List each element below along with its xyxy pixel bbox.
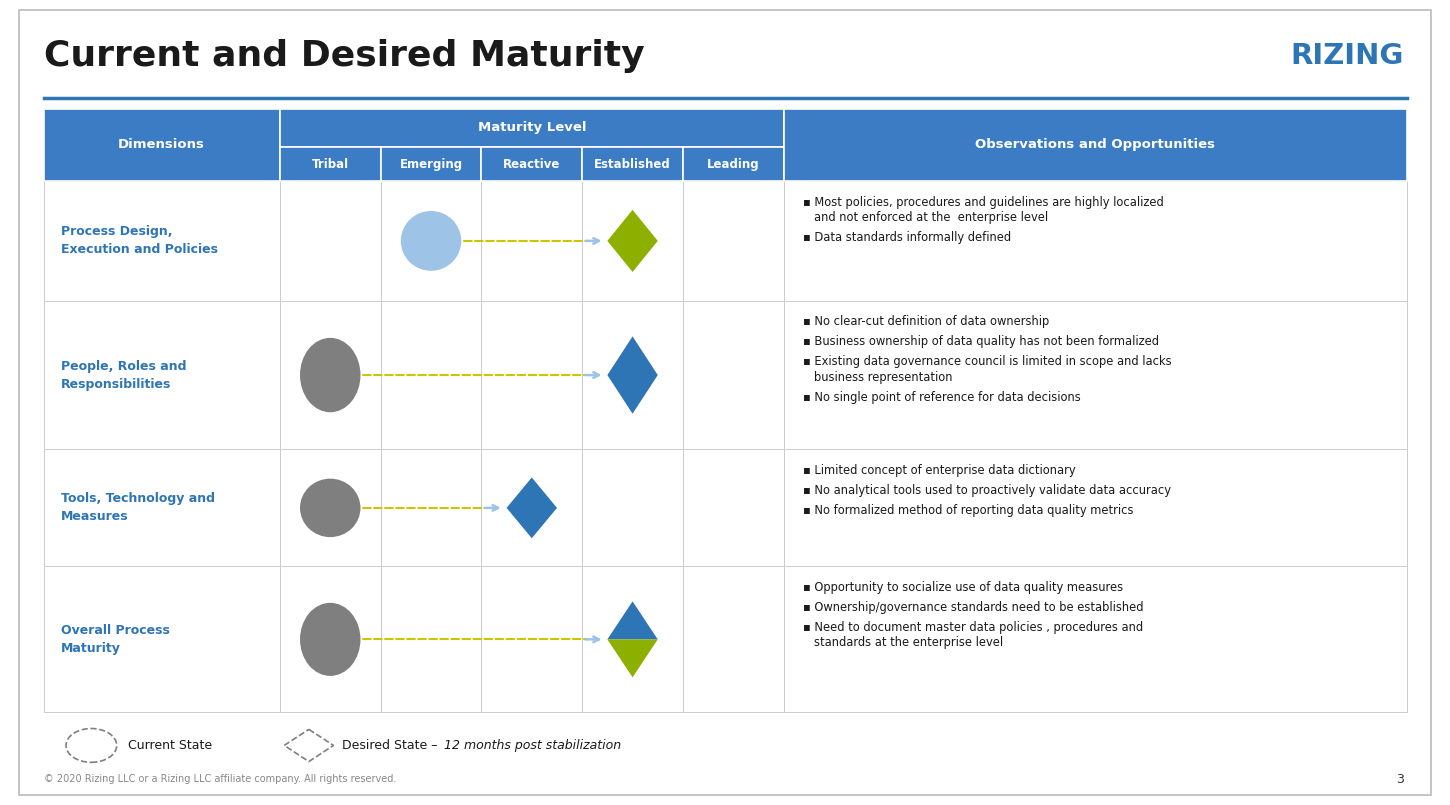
Bar — [583, 449, 683, 567]
Ellipse shape — [300, 479, 361, 537]
Polygon shape — [608, 210, 658, 272]
Text: ▪ Ownership/governance standards need to be established: ▪ Ownership/governance standards need to… — [802, 601, 1143, 614]
Text: Emerging: Emerging — [399, 158, 463, 171]
Polygon shape — [608, 601, 658, 639]
Text: Established: Established — [594, 158, 671, 171]
Text: Tribal: Tribal — [312, 158, 349, 171]
Bar — [683, 567, 783, 712]
Bar — [380, 449, 481, 567]
Ellipse shape — [300, 603, 361, 676]
Bar — [583, 181, 683, 300]
Ellipse shape — [65, 729, 116, 762]
Text: Overall Process
Maturity: Overall Process Maturity — [61, 624, 170, 655]
Text: ▪ Business ownership of data quality has not been formalized: ▪ Business ownership of data quality has… — [802, 335, 1159, 349]
Bar — [481, 181, 583, 300]
Bar — [481, 300, 583, 449]
Text: RIZING: RIZING — [1290, 43, 1404, 70]
Bar — [44, 181, 280, 300]
Text: ▪ No formalized method of reporting data quality metrics: ▪ No formalized method of reporting data… — [802, 504, 1132, 517]
Text: 12 months post stabilization: 12 months post stabilization — [444, 739, 621, 752]
Bar — [583, 147, 683, 181]
Bar — [783, 109, 1406, 181]
Text: 3: 3 — [1396, 773, 1404, 786]
Bar — [683, 181, 783, 300]
Bar — [380, 300, 481, 449]
Text: People, Roles and
Responsibilities: People, Roles and Responsibilities — [61, 360, 187, 390]
Ellipse shape — [400, 211, 461, 270]
Text: Process Design,
Execution and Policies: Process Design, Execution and Policies — [61, 225, 217, 257]
Text: Current and Desired Maturity: Current and Desired Maturity — [44, 39, 644, 73]
Text: Dimensions: Dimensions — [119, 138, 204, 151]
Text: ▪ Existing data governance council is limited in scope and lacks: ▪ Existing data governance council is li… — [802, 356, 1172, 369]
Bar — [481, 449, 583, 567]
Polygon shape — [608, 639, 658, 677]
Text: ▪ Opportunity to socialize use of data quality measures: ▪ Opportunity to socialize use of data q… — [802, 581, 1122, 594]
Bar — [683, 147, 783, 181]
Text: and not enforced at the  enterprise level: and not enforced at the enterprise level — [813, 211, 1048, 224]
Bar — [280, 449, 380, 567]
Bar — [44, 109, 280, 181]
Text: Observations and Opportunities: Observations and Opportunities — [974, 138, 1215, 151]
Bar — [683, 449, 783, 567]
Bar — [44, 300, 280, 449]
Bar — [583, 567, 683, 712]
Text: © 2020 Rizing LLC or a Rizing LLC affiliate company. All rights reserved.: © 2020 Rizing LLC or a Rizing LLC affili… — [44, 774, 396, 784]
Text: Reactive: Reactive — [503, 158, 561, 171]
Bar — [44, 449, 280, 567]
Bar — [380, 147, 481, 181]
Text: ▪ Most policies, procedures and guidelines are highly localized: ▪ Most policies, procedures and guidelin… — [802, 196, 1163, 208]
Bar — [783, 449, 1406, 567]
Polygon shape — [284, 729, 334, 762]
Text: Current State: Current State — [128, 739, 212, 752]
Bar — [783, 300, 1406, 449]
Bar — [280, 147, 380, 181]
Bar — [44, 567, 280, 712]
Bar — [783, 567, 1406, 712]
Bar — [783, 181, 1406, 300]
Text: business representation: business representation — [813, 370, 953, 384]
Polygon shape — [608, 336, 658, 414]
Polygon shape — [506, 477, 557, 539]
Bar — [280, 181, 380, 300]
Bar — [481, 147, 583, 181]
Text: ▪ No analytical tools used to proactively validate data accuracy: ▪ No analytical tools used to proactivel… — [802, 484, 1170, 497]
Bar — [683, 300, 783, 449]
Bar — [280, 567, 380, 712]
Text: ▪ Limited concept of enterprise data dictionary: ▪ Limited concept of enterprise data dic… — [802, 464, 1076, 477]
Text: ▪ Need to document master data policies , procedures and: ▪ Need to document master data policies … — [802, 621, 1143, 634]
Text: standards at the enterprise level: standards at the enterprise level — [813, 636, 1003, 650]
Text: ▪ No clear-cut definition of data ownership: ▪ No clear-cut definition of data owners… — [802, 315, 1048, 328]
Text: Leading: Leading — [708, 158, 760, 171]
Bar — [280, 300, 380, 449]
Text: ▪ No single point of reference for data decisions: ▪ No single point of reference for data … — [802, 391, 1080, 404]
Text: Tools, Technology and
Measures: Tools, Technology and Measures — [61, 493, 215, 523]
Text: ▪ Data standards informally defined: ▪ Data standards informally defined — [802, 231, 1011, 244]
Bar — [583, 300, 683, 449]
Bar — [380, 181, 481, 300]
Bar — [481, 567, 583, 712]
Bar — [280, 109, 783, 147]
Bar — [380, 567, 481, 712]
Text: Desired State –: Desired State – — [342, 739, 442, 752]
Text: Maturity Level: Maturity Level — [477, 122, 586, 134]
Ellipse shape — [300, 338, 361, 412]
